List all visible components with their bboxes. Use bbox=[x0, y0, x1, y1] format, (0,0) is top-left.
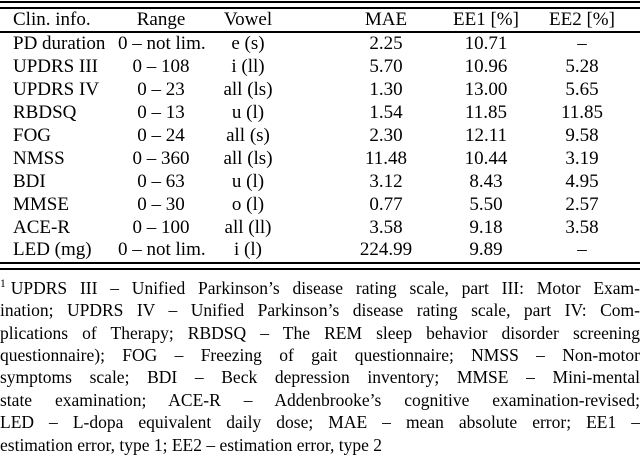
table-top-rule bbox=[0, 1, 640, 9]
footnote-line: symptoms scale; BDI – Beck depression in… bbox=[0, 367, 640, 388]
cell-ee2: 11.85 bbox=[560, 102, 604, 124]
footnote-line: LED – L-dopa equivalent daily dose; MAE … bbox=[0, 412, 640, 433]
cell-ee1: 11.85 bbox=[464, 102, 508, 124]
cell-range: 0 – 63 bbox=[137, 170, 185, 192]
cell-clin-info: MMSE bbox=[13, 193, 69, 215]
cell-clin-info: NMSS bbox=[13, 147, 65, 169]
cell-ee2: – bbox=[577, 33, 587, 55]
table-row: PD duration 0 – not lim. e (s) 2.25 10.7… bbox=[0, 33, 640, 56]
cell-ee2: 3.19 bbox=[565, 147, 599, 169]
cell-vowel: all (ls) bbox=[223, 79, 273, 101]
cell-range: 0 – not lim. bbox=[118, 33, 206, 55]
cell-ee1: 9.89 bbox=[469, 239, 503, 261]
cell-range: 0 – 23 bbox=[137, 79, 185, 101]
column-header-ee2: EE2 [%] bbox=[549, 9, 615, 30]
cell-mae: 2.30 bbox=[369, 125, 403, 146]
cell-ee2: 5.28 bbox=[565, 56, 599, 78]
cell-mae: 3.58 bbox=[369, 216, 403, 238]
cell-ee1: 9.18 bbox=[469, 216, 503, 238]
table-footnote: 1 UPDRS III – Unified Parkinson’s disease… bbox=[0, 277, 640, 456]
footnote-line: ination; UPDRS IV – Unified Parkinson’s … bbox=[0, 300, 640, 321]
column-header-mae: MAE bbox=[364, 9, 408, 30]
table-row: FOG 0 – 24 all (s) 2.30 12.11 9.58 bbox=[0, 125, 640, 148]
cell-vowel: i (l) bbox=[234, 239, 262, 261]
column-header-range: Range bbox=[136, 9, 186, 30]
cell-ee1: 10.96 bbox=[464, 56, 508, 78]
cell-range: 0 – 108 bbox=[132, 56, 190, 78]
table-row: RBDSQ 0 – 13 u (l) 1.54 11.85 11.85 bbox=[0, 102, 640, 125]
cell-vowel: all (s) bbox=[226, 125, 270, 146]
table-row: ACE-R 0 – 100 all (ll) 3.58 9.18 3.58 bbox=[0, 216, 640, 239]
cell-vowel: all (ll) bbox=[224, 216, 272, 238]
cell-clin-info: UPDRS III bbox=[13, 56, 98, 78]
cell-mae: 2.25 bbox=[369, 33, 403, 55]
table-bottom-rule bbox=[0, 261, 640, 270]
cell-vowel: e (s) bbox=[231, 33, 265, 55]
cell-range: 0 – 100 bbox=[132, 216, 190, 238]
footnote-line: plications of Therapy; RBDSQ – The REM s… bbox=[0, 322, 640, 343]
table-body: PD duration 0 – not lim. e (s) 2.25 10.7… bbox=[0, 33, 640, 262]
cell-ee2: – bbox=[577, 239, 587, 261]
footnote-text: UPDRS III – Unified Parkinson’s disease … bbox=[10, 277, 640, 298]
table-row: LED (mg) 0 – not lim. i (l) 224.99 9.89 … bbox=[0, 239, 640, 262]
cell-mae: 1.54 bbox=[369, 102, 403, 124]
cell-ee1: 12.11 bbox=[464, 125, 508, 146]
cell-mae: 11.48 bbox=[364, 147, 408, 169]
table-row: MMSE 0 – 30 o (l) 0.77 5.50 2.57 bbox=[0, 193, 640, 216]
table-row: BDI 0 – 63 u (l) 3.12 8.43 4.95 bbox=[0, 170, 640, 193]
cell-clin-info: BDI bbox=[13, 170, 46, 192]
header-separator-rule bbox=[0, 31, 640, 33]
footnote-line: state examination; ACE-R – Addenbrooke’s… bbox=[0, 389, 640, 410]
cell-clin-info: RBDSQ bbox=[13, 102, 77, 124]
cell-ee1: 13.00 bbox=[464, 79, 508, 101]
cell-clin-info: UPDRS IV bbox=[13, 79, 100, 101]
cell-range: 0 – 13 bbox=[137, 102, 185, 124]
footnote-line: questionnaire); FOG – Freezing of gait q… bbox=[0, 345, 640, 366]
table-header-row: Clin. info. Range Vowel MAE EE1 [%] EE2 … bbox=[0, 9, 640, 31]
column-header-ee1: EE1 [%] bbox=[453, 9, 519, 30]
table-row: UPDRS IV 0 – 23 all (ls) 1.30 13.00 5.65 bbox=[0, 79, 640, 102]
column-header-clin-info: Clin. info. bbox=[13, 9, 91, 30]
cell-range: 0 – 24 bbox=[137, 125, 185, 146]
cell-ee1: 8.43 bbox=[469, 170, 503, 192]
cell-clin-info: LED (mg) bbox=[13, 239, 92, 261]
cell-range: 0 – not lim. bbox=[118, 239, 206, 261]
cell-ee1: 10.44 bbox=[464, 147, 508, 169]
footnote-line: estimation error, type 1; EE2 – estimati… bbox=[0, 434, 383, 455]
cell-ee2: 5.65 bbox=[565, 79, 599, 101]
cell-range: 0 – 360 bbox=[132, 147, 190, 169]
cell-clin-info: ACE-R bbox=[13, 216, 70, 238]
cell-clin-info: FOG bbox=[13, 125, 52, 146]
table-row: NMSS 0 – 360 all (ls) 11.48 10.44 3.19 bbox=[0, 147, 640, 170]
cell-ee2: 9.58 bbox=[565, 125, 599, 146]
cell-mae: 224.99 bbox=[359, 239, 413, 261]
cell-ee2: 3.58 bbox=[565, 216, 599, 238]
cell-ee2: 4.95 bbox=[565, 170, 599, 192]
cell-range: 0 – 30 bbox=[137, 193, 185, 215]
footnote-line: 1 UPDRS III – Unified Parkinson’s disease… bbox=[0, 277, 640, 299]
cell-vowel: all (ls) bbox=[223, 147, 273, 169]
cell-mae: 3.12 bbox=[369, 170, 403, 192]
cell-mae: 0.77 bbox=[369, 193, 403, 215]
cell-vowel: u (l) bbox=[231, 102, 265, 124]
footnote-marker: 1 bbox=[0, 278, 6, 291]
cell-ee1: 10.71 bbox=[464, 33, 508, 55]
cell-vowel: i (ll) bbox=[231, 56, 265, 78]
cell-mae: 1.30 bbox=[369, 79, 403, 101]
table-row: UPDRS III 0 – 108 i (ll) 5.70 10.96 5.28 bbox=[0, 56, 640, 79]
cell-clin-info: PD duration bbox=[13, 33, 106, 55]
cell-mae: 5.70 bbox=[369, 56, 403, 78]
cell-vowel: o (l) bbox=[231, 193, 265, 215]
cell-vowel: u (l) bbox=[231, 170, 265, 192]
cell-ee1: 5.50 bbox=[469, 193, 503, 215]
cell-ee2: 2.57 bbox=[565, 193, 599, 215]
column-header-vowel: Vowel bbox=[223, 9, 273, 30]
